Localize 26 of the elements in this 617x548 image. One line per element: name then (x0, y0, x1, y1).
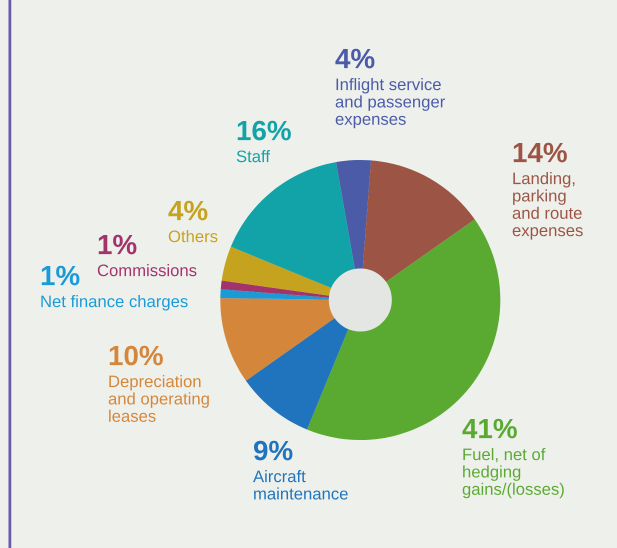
data-label: 4% (335, 48, 374, 68)
slice-label: Others (168, 230, 218, 242)
data-label: 9% (254, 440, 292, 460)
slice-label: Aircraft maintenance (253, 470, 348, 500)
slice-label: Landing, parking and route expenses (512, 172, 583, 240)
donut-slice (220, 280, 330, 298)
donut-slice (362, 160, 475, 282)
donut-slice (222, 246, 332, 296)
data-label: 41% (462, 418, 517, 438)
donut-slice (336, 160, 372, 270)
data-label: 16% (238, 120, 291, 140)
data-label: 14% (514, 142, 567, 162)
donut-slice (220, 289, 330, 300)
slice-label: Inflight service and passenger expenses (336, 78, 445, 128)
slice-label: Staff (236, 150, 270, 162)
slice-label: Net finance charges (41, 295, 188, 311)
data-label: 1% (42, 266, 80, 286)
data-label: 10% (110, 346, 163, 366)
slice-label: Depreciation and operating leases (108, 375, 209, 422)
slice-label: Commissions (98, 264, 196, 276)
donut-slice (220, 298, 336, 381)
donut-slice (246, 318, 349, 430)
data-label: 4% (168, 200, 208, 220)
donut-slice (230, 162, 355, 288)
data-label: 1% (98, 234, 136, 254)
slice-label: Fuel, net of hedging gains/(losses) (462, 448, 564, 498)
